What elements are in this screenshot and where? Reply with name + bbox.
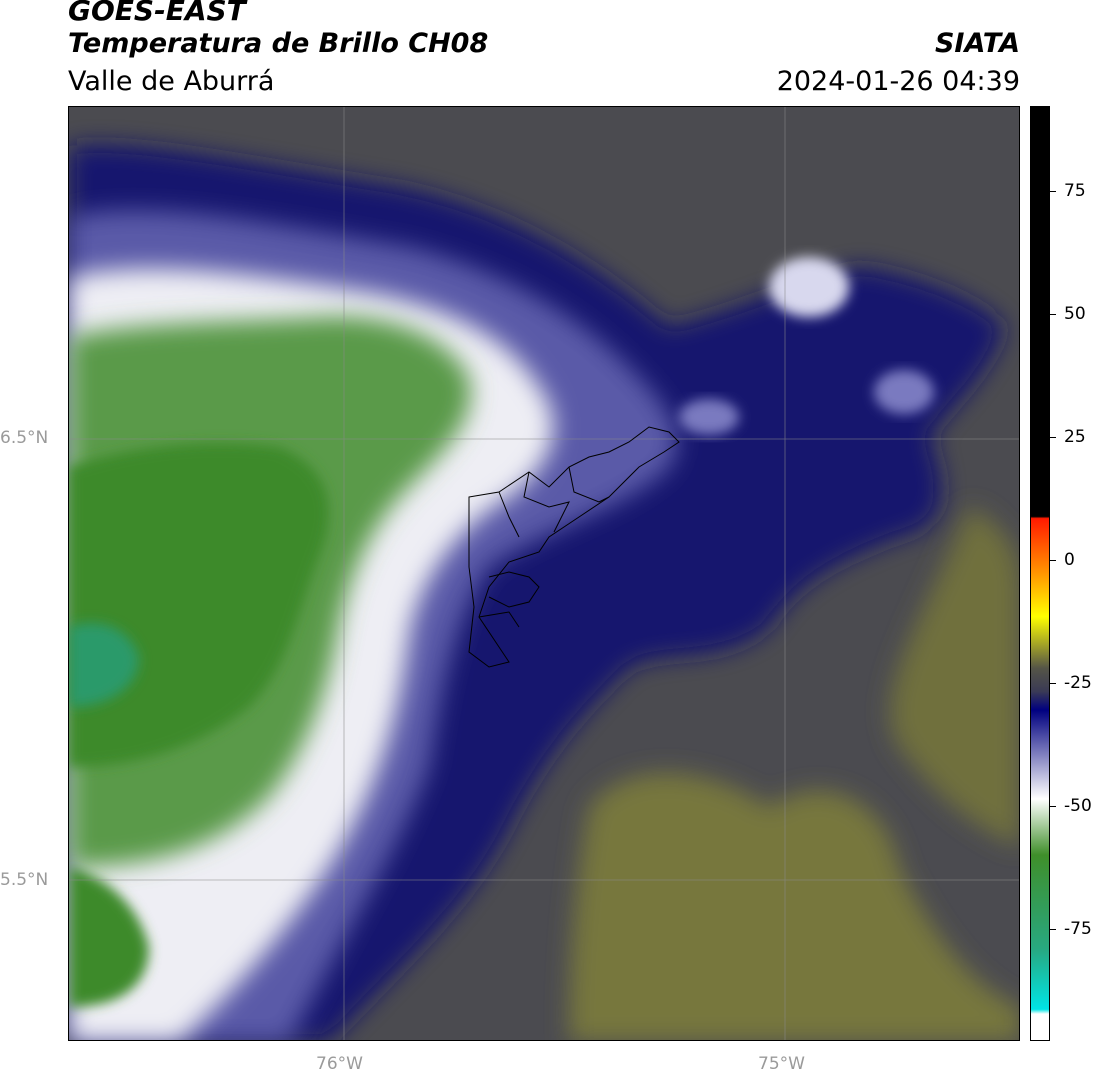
warm-area [569,773,1019,1040]
colorbar-tick-0 [1050,560,1056,561]
municipal-boundaries [468,426,680,668]
colorbar-tick-m75 [1050,929,1056,930]
warm-area-east [890,507,1019,847]
cold-cell-east-3 [679,399,739,435]
colorbar-label-m25: -25 [1064,673,1092,693]
colorbar-label-m50: -50 [1064,796,1092,816]
cold-cell-east-2 [874,370,934,414]
colorbar-label-0: 0 [1064,550,1075,570]
region-label: Valle de Aburrá [68,66,275,97]
timestamp-label: 2024-01-26 04:39 [776,66,1020,97]
coldest-spot [69,623,139,707]
lon-label-75: 75°W [758,1054,805,1074]
colorbar-tick-m50 [1050,806,1056,807]
colorbar-tick-50 [1050,314,1056,315]
lat-label-5-5: 5.5°N [0,870,49,890]
colorbar-canvas [1031,107,1049,1040]
colorbar-label-50: 50 [1064,304,1086,324]
very-cold-core [69,443,329,767]
colorbar-label-25: 25 [1064,427,1086,447]
satellite-title: GOES-EAST [68,0,246,27]
map-canvas [69,107,1019,1040]
colorbar-tick-25 [1050,437,1056,438]
colorbar [1030,106,1050,1041]
organization-label: SIATA [934,28,1020,59]
colorbar-tick-75 [1050,191,1056,192]
cold-area-south [69,867,149,1007]
product-title: Temperatura de Brillo CH08 [68,28,489,59]
satellite-map[interactable] [68,106,1020,1041]
colorbar-tick-m25 [1050,683,1056,684]
lon-label-76: 76°W [316,1054,363,1074]
cold-cell-east [769,257,849,317]
colorbar-label-m75: -75 [1064,919,1092,939]
colorbar-label-75: 75 [1064,181,1086,201]
graticule [69,107,1019,1040]
lat-label-6-5: 6.5°N [0,428,49,448]
